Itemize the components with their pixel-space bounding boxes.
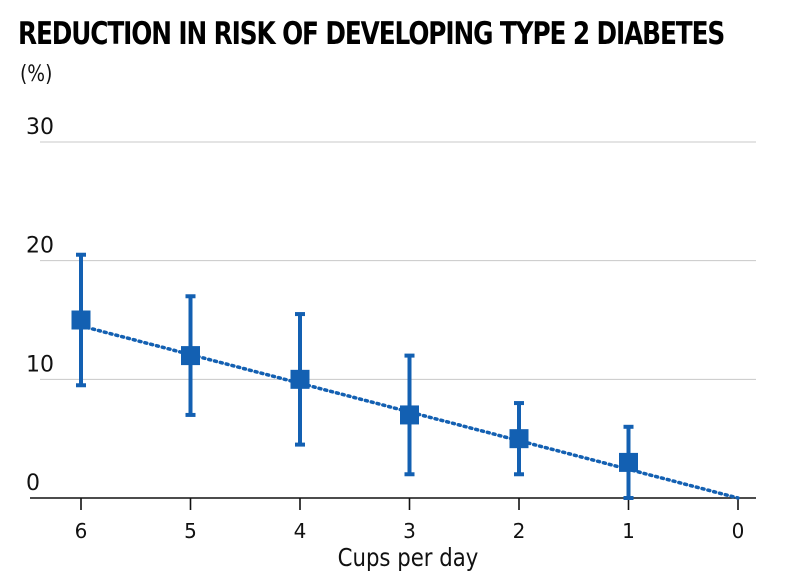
- x-tick-label: 5: [184, 519, 197, 543]
- data-points: [71, 310, 638, 472]
- data-point-marker: [619, 452, 638, 472]
- x-tick-label: 0: [732, 519, 745, 543]
- grid-lines: [40, 141, 756, 380]
- x-axis-label: Cups per day: [338, 543, 479, 572]
- x-tick-label: 6: [75, 519, 88, 543]
- data-point-marker: [290, 369, 310, 389]
- x-tick-label: 1: [622, 519, 635, 543]
- data-point-marker: [71, 310, 91, 330]
- x-axis: [30, 497, 756, 510]
- y-tick-label: 20: [26, 234, 54, 259]
- data-point-marker: [509, 429, 529, 449]
- data-point-marker: [181, 346, 200, 366]
- y-axis-unit: (%): [20, 62, 53, 87]
- x-tick-label: 3: [403, 519, 416, 543]
- y-tick-label: 0: [26, 471, 40, 496]
- chart-title: REDUCTION IN RISK OF DEVELOPING TYPE 2 D…: [18, 16, 725, 52]
- y-tick-label: 10: [26, 352, 54, 377]
- error-bars: [76, 252, 634, 500]
- y-tick-label: 30: [26, 115, 54, 140]
- data-point-marker: [400, 405, 419, 425]
- y-tick-labels: 0 10 20 30: [26, 115, 54, 496]
- x-tick-labels: 6 5 4 3 2 1 0: [75, 519, 745, 543]
- x-tick-label: 2: [513, 519, 526, 543]
- x-tick-label: 4: [294, 519, 307, 543]
